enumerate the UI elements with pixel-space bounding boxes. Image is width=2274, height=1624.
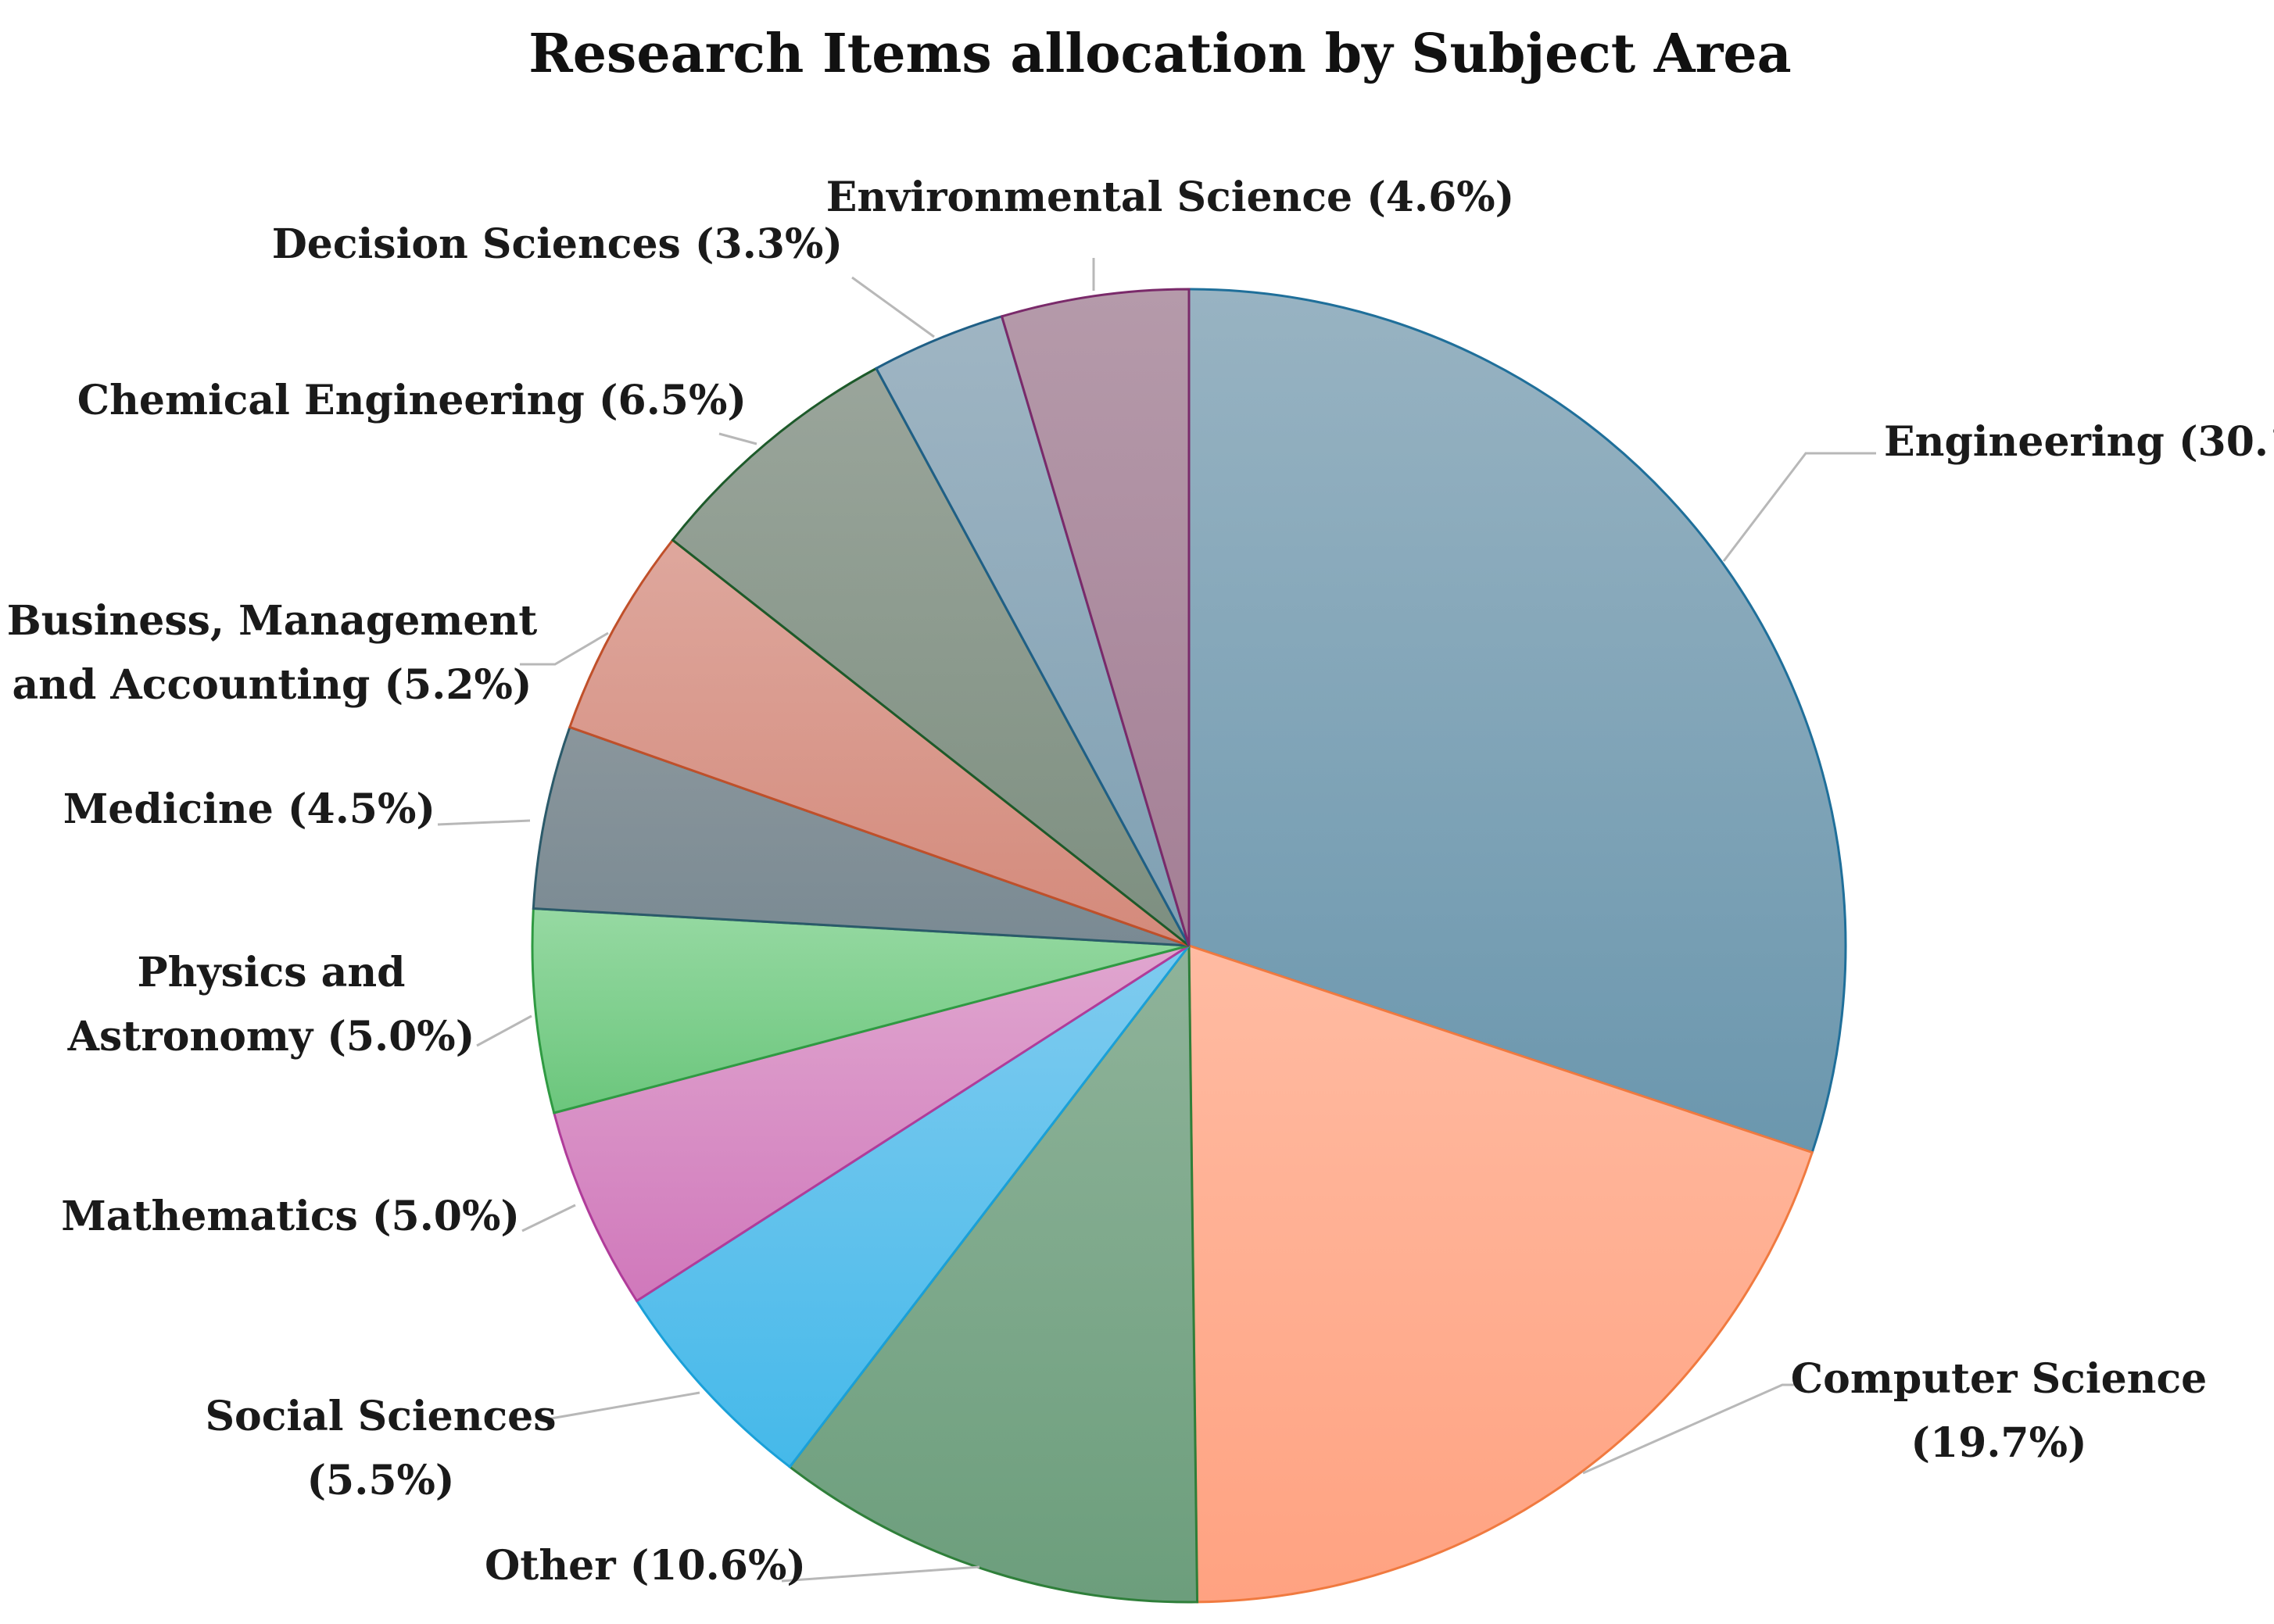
slice-social-sciences [635,944,1191,1469]
leader-line-business-management-and-accounting [520,631,609,666]
data-label-computer-science: Computer Science (19.7%) [1791,1355,2207,1467]
slice-chemical-engineering [671,367,1191,947]
data-label-other: Other (10.6%) [485,1542,806,1590]
data-label-mathematics: Mathematics (5.0%) [61,1193,520,1240]
leader-line-decision-sciences [851,276,935,338]
data-label-line: and Accounting (5.2%) [12,661,532,709]
data-label-line: Physics and [137,949,405,996]
data-label-line: (5.5%) [306,1457,454,1504]
data-label-line: Astronomy (5.0%) [67,1013,475,1061]
data-label-physics-and-astronomy: Physics and Astronomy (5.0%) [67,949,475,1061]
slice-business-management-and-accounting [568,538,1190,947]
data-label-environmental-science: Environmental Science (4.6%) [826,173,1515,221]
data-label-social-sciences: Social Sciences (5.5%) [205,1393,556,1504]
data-label-line: Computer Science [1791,1355,2207,1403]
leader-line-computer-science [1582,1383,1798,1475]
slice-other [788,942,1199,1604]
leader-line-chemical-engineering [718,432,757,445]
data-label-engineering: Engineering (30.1%) [1884,418,2274,466]
slice-mathematics [552,944,1190,1303]
slice-computer-science [1187,943,1814,1604]
leader-line-other [781,1565,980,1583]
data-labels: Engineering (30.1%) Computer Science (19.7… [7,173,2274,1590]
data-label-line: Business, Management [7,597,538,645]
slice-physics-and-astronomy [531,907,1190,1114]
leader-line-physics-and-astronomy [476,1014,532,1047]
pie-slices [531,288,1847,1604]
leader-lines [437,258,1876,1583]
slice-engineering [1187,288,1847,1154]
chart-title: Research Items allocation by Subject Are… [528,23,1791,85]
leader-line-mathematics [521,1204,576,1232]
data-label-decision-sciences: Decision Sciences (3.3%) [272,220,843,268]
leader-line-social-sciences [550,1391,700,1420]
slice-medicine [532,725,1190,947]
leader-line-engineering [1722,452,1876,562]
data-label-medicine: Medicine (4.5%) [63,785,435,833]
slice-environmental-science [1000,288,1191,946]
data-label-line: Social Sciences [205,1393,556,1440]
data-label-line: (19.7%) [1911,1419,2086,1467]
leader-line-medicine [437,819,531,826]
data-label-business-management-and-accounting: Business, Management and Accounting (5.2%… [7,597,538,709]
data-label-chemical-engineering: Chemical Engineering (6.5%) [77,377,747,424]
